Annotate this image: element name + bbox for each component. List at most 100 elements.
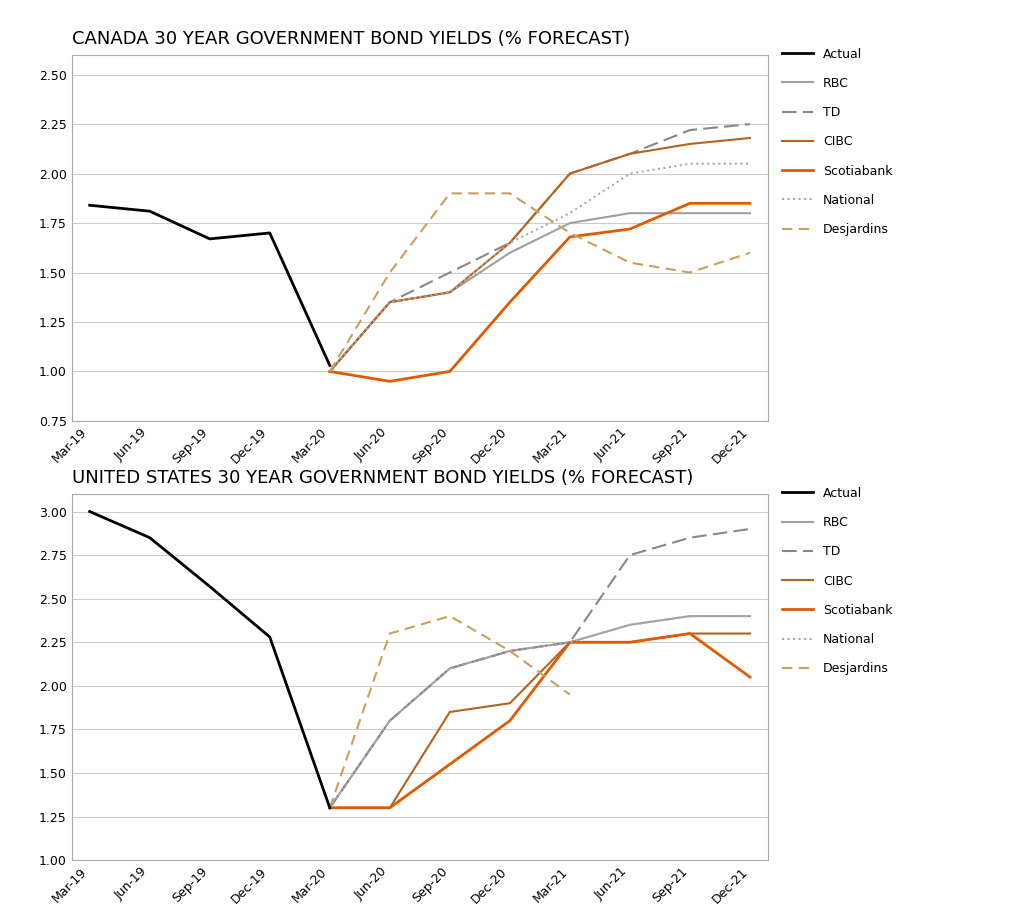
Actual [204,581,216,592]
CIBC [564,168,577,179]
Line: CIBC: CIBC [330,138,750,371]
TD [624,550,636,561]
Scotiabank [324,802,336,813]
TD [624,148,636,159]
Scotiabank [504,296,516,307]
RBC [504,247,516,258]
TD [743,119,756,130]
Actual [324,360,336,371]
Desjardins [743,247,756,258]
Line: Desjardins: Desjardins [330,616,570,808]
Actual [143,206,156,217]
TD [384,296,396,307]
Line: TD: TD [330,529,750,808]
Desjardins [324,366,336,377]
Actual [84,199,96,210]
Line: Scotiabank: Scotiabank [330,203,750,382]
CIBC [443,286,456,297]
National [564,208,577,219]
Scotiabank [743,672,756,683]
National [504,237,516,248]
Desjardins [564,689,577,700]
TD [324,366,336,377]
National [324,366,336,377]
Scotiabank [624,637,636,648]
CIBC [504,237,516,248]
Scotiabank [324,366,336,377]
RBC [384,716,396,727]
Line: Desjardins: Desjardins [330,193,750,371]
RBC [564,637,577,648]
National [324,802,336,813]
National [443,662,456,673]
CIBC [384,296,396,307]
National [684,158,696,169]
Actual [84,506,96,517]
National [684,610,696,621]
Text: UNITED STATES 30 YEAR GOVERNMENT BOND YIELDS (% FORECAST): UNITED STATES 30 YEAR GOVERNMENT BOND YI… [72,469,693,487]
Desjardins [684,267,696,278]
TD [504,237,516,248]
TD [443,267,456,278]
TD [684,533,696,544]
Line: TD: TD [330,124,750,371]
RBC [564,218,577,229]
TD [324,802,336,813]
Scotiabank [443,759,456,770]
RBC [624,619,636,630]
RBC [504,645,516,656]
CIBC [324,802,336,813]
Line: RBC: RBC [330,213,750,371]
TD [384,716,396,727]
CIBC [743,133,756,144]
RBC [684,610,696,621]
CIBC [624,148,636,159]
CIBC [564,637,577,648]
TD [564,168,577,179]
TD [743,523,756,534]
Line: RBC: RBC [330,616,750,808]
National [443,286,456,297]
CIBC [624,637,636,648]
National [743,610,756,621]
Scotiabank [564,637,577,648]
TD [684,124,696,135]
CIBC [443,706,456,717]
Scotiabank [624,223,636,234]
Desjardins [324,802,336,813]
RBC [443,662,456,673]
Line: National: National [330,164,750,371]
National [624,168,636,179]
CIBC [684,138,696,149]
Desjardins [504,188,516,199]
RBC [743,610,756,621]
Scotiabank [443,366,456,377]
CIBC [684,628,696,639]
National [384,716,396,727]
Line: Scotiabank: Scotiabank [330,633,750,808]
CIBC [324,366,336,377]
Legend: Actual, RBC, TD, CIBC, Scotiabank, National, Desjardins: Actual, RBC, TD, CIBC, Scotiabank, Natio… [782,48,893,236]
Scotiabank [743,198,756,209]
Desjardins [384,267,396,278]
RBC [443,286,456,297]
Scotiabank [564,231,577,242]
National [504,645,516,656]
Desjardins [443,610,456,621]
Desjardins [564,228,577,239]
National [743,158,756,169]
Legend: Actual, RBC, TD, CIBC, Scotiabank, National, Desjardins: Actual, RBC, TD, CIBC, Scotiabank, Natio… [782,487,893,675]
National [624,619,636,630]
TD [443,662,456,673]
RBC [324,802,336,813]
Scotiabank [504,716,516,727]
Scotiabank [384,802,396,813]
Actual [263,228,275,239]
Actual [143,533,156,544]
Line: Actual: Actual [90,511,330,808]
RBC [624,208,636,219]
Actual [204,233,216,244]
RBC [384,296,396,307]
RBC [743,208,756,219]
Scotiabank [384,376,396,387]
